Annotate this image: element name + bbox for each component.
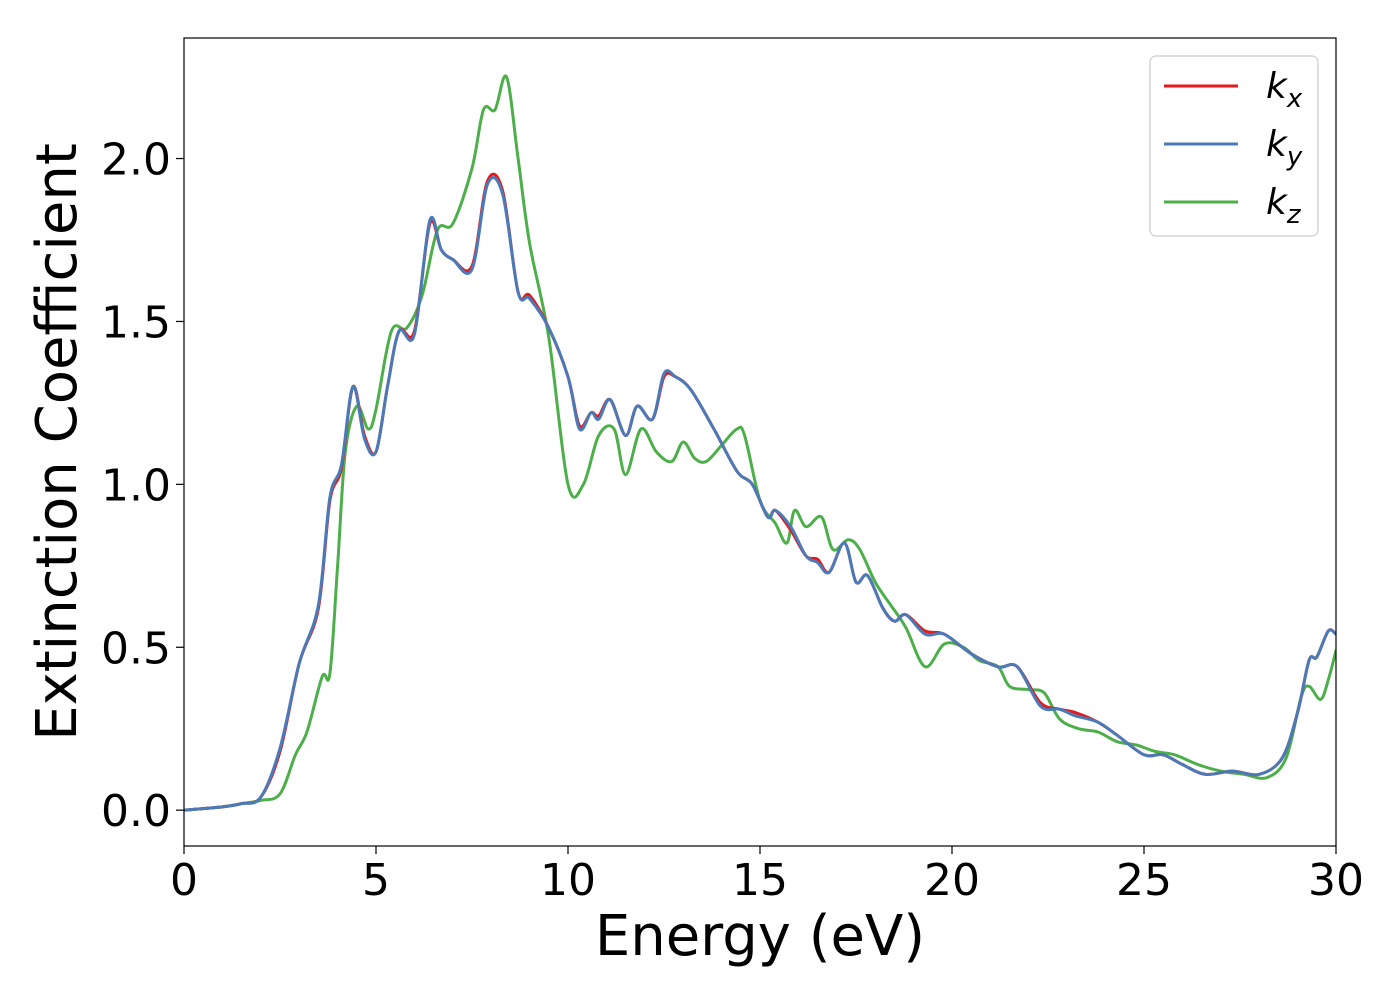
legend-label-k-y: ky bbox=[1266, 124, 1303, 172]
legend-label-k-z: kz bbox=[1266, 182, 1302, 230]
y-axis-ticks: 0.0 0.5 1.0 1.5 2.0 bbox=[101, 135, 184, 837]
y-axis-title: Extinction Coefficient bbox=[25, 143, 90, 741]
series-line-k-y bbox=[184, 175, 1336, 812]
y-tick-label: 2.0 bbox=[101, 135, 171, 186]
x-tick-label: 0 bbox=[170, 855, 198, 906]
x-tick-label: 5 bbox=[362, 855, 390, 906]
plot-background bbox=[184, 38, 1336, 846]
y-tick-label: 1.5 bbox=[101, 297, 171, 348]
series-layer bbox=[184, 74, 1336, 812]
y-tick-label: 1.0 bbox=[101, 460, 171, 511]
x-tick-label: 30 bbox=[1308, 855, 1364, 906]
legend-box bbox=[1149, 55, 1319, 237]
legend-label-k-x: kx bbox=[1266, 66, 1303, 114]
y-tick-label: 0.0 bbox=[101, 786, 171, 837]
x-axis-ticks: 0 5 10 15 20 25 30 bbox=[170, 846, 1364, 906]
x-tick-label: 15 bbox=[732, 855, 788, 906]
x-tick-label: 20 bbox=[924, 855, 980, 906]
x-tick-label: 10 bbox=[540, 855, 596, 906]
legend: kx ky kz bbox=[1149, 55, 1319, 237]
x-tick-label: 25 bbox=[1116, 855, 1172, 906]
x-axis-title: Energy (eV) bbox=[595, 904, 925, 969]
y-tick-label: 0.5 bbox=[101, 623, 171, 674]
